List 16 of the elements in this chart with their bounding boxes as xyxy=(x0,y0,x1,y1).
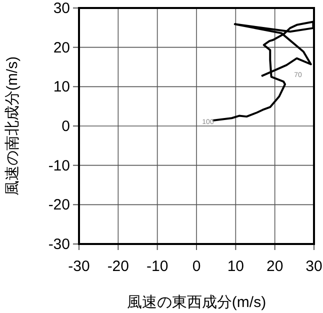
y-tick-label: -30 xyxy=(48,236,70,253)
x-tick-label: 30 xyxy=(306,258,322,275)
y-tick-label: 0 xyxy=(62,118,70,135)
y-tick-label: 20 xyxy=(53,39,70,56)
x-tick-label: -10 xyxy=(146,258,168,275)
y-tick-label: 10 xyxy=(53,78,70,96)
x-axis-title: 風速の東西成分(m/s) xyxy=(126,294,266,311)
y-tick-label: -20 xyxy=(48,196,70,214)
x-tick-label: 20 xyxy=(266,258,284,275)
y-axis-title: 風速の南北成分(m/s) xyxy=(4,56,21,196)
x-tick-label: 0 xyxy=(192,258,201,275)
x-tick-label: -30 xyxy=(68,258,90,275)
y-tick-label: 30 xyxy=(53,0,70,17)
x-tick-label: -20 xyxy=(107,258,130,275)
x-tick-label: 10 xyxy=(227,258,244,275)
y-tick-label: -10 xyxy=(48,157,70,174)
